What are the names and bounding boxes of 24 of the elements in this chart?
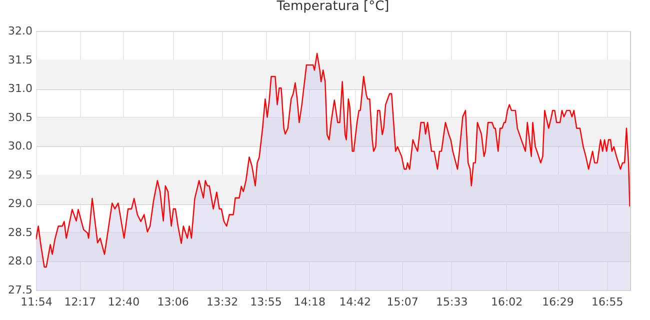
x-tick-label: 11:54 <box>20 296 52 308</box>
y-tick-label: 27.5 <box>8 284 32 296</box>
y-tick-label: 29.0 <box>8 197 32 210</box>
x-tick-label: 13:32 <box>206 296 238 308</box>
y-tick-label: 31.5 <box>8 53 32 66</box>
x-tick-label: 13:55 <box>250 296 282 308</box>
y-tick-label: 31.0 <box>8 82 32 96</box>
x-tick-label: 16:02 <box>490 296 523 308</box>
x-tick-label: 16:29 <box>542 296 574 308</box>
x-tick-label: 12:40 <box>108 296 140 308</box>
x-tick-label: 13:06 <box>157 296 189 308</box>
x-tick-label: 15:33 <box>436 296 468 308</box>
y-tick-label: 30.5 <box>8 110 32 124</box>
x-tick-label: 12:17 <box>64 296 96 308</box>
chart-title: Temperatura [°C] <box>276 0 390 14</box>
y-tick-label: 28.5 <box>8 226 32 239</box>
x-tick-label: 14:42 <box>339 296 371 308</box>
x-tick-label: 15:07 <box>386 296 418 308</box>
y-tick-label: 29.5 <box>8 168 32 182</box>
x-tick-label: 14:18 <box>294 296 326 308</box>
y-tick-label: 30.0 <box>8 140 32 153</box>
y-tick-label: 28.0 <box>8 254 32 268</box>
y-tick-label: 32.0 <box>8 24 32 38</box>
x-tick-label: 16:55 <box>592 296 624 308</box>
